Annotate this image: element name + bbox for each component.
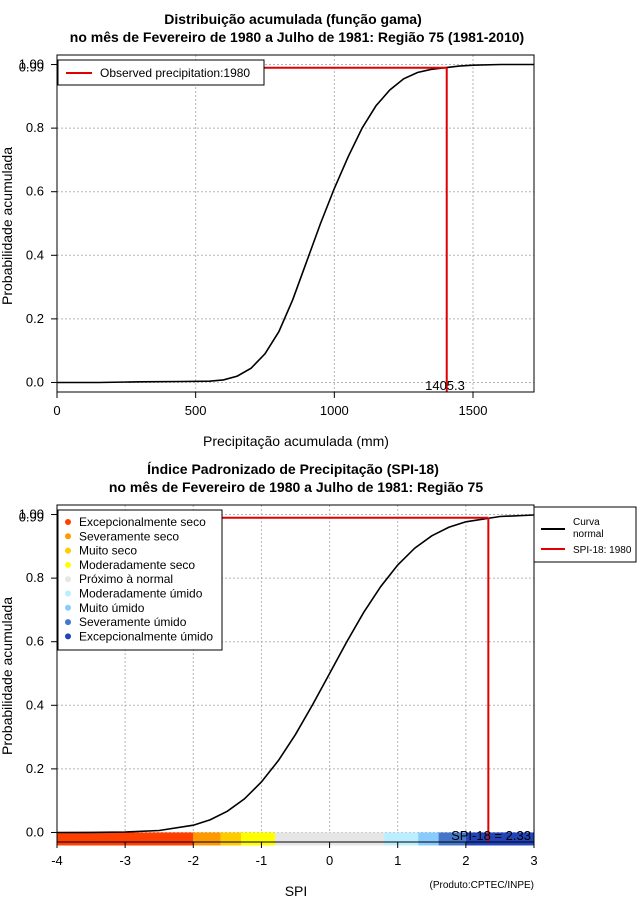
chart-2-legend-label: Excepcionalmente seco [79,515,206,529]
chart-2-legend-swatch [65,590,71,597]
chart-1-title: Distribuição acumulada (função gama) [164,11,422,27]
chart-1-frame [56,54,535,393]
chart-1-legend: Observed precipitation:1980 [57,59,265,86]
chart-1-y-tick-label: 0.4 [26,247,44,262]
chart-2-x-tick-label: -4 [51,853,63,868]
chart-1-subtitle: no mês de Fevereiro de 1980 a Julho de 1… [70,29,524,45]
chart-2: Índice Padronizado de Precipitação (SPI-… [0,461,637,899]
chart-2-legend-label: Moderadamente seco [79,558,195,572]
chart-1-y-tick-label: 0.2 [26,311,44,326]
chart-2-x-axis: -4 -3 -2 -1 0 1 2 3 [51,842,538,868]
chart-2-category-band [240,832,276,846]
chart-2-line-legend-label: Curva [573,517,600,528]
chart-2-legend-label: Severamente seco [79,529,179,543]
chart-2-legend-swatch [65,519,71,525]
chart-2-x-tick-label: 1 [394,853,401,868]
chart-2-category-band [384,832,419,846]
chart-2-y-axis: 0.0 0.2 0.4 0.6 0.8 1.000.99 [19,507,57,839]
chart-1-plot-area [57,63,534,392]
chart-2-legend-swatch [65,547,71,554]
chart-2-footnote: (Produto:CPTEC/INPE) [430,880,534,891]
chart-2-legend-swatch [65,633,71,640]
chart-2-legend-label: Excepcionalmente úmido [79,629,213,643]
chart-2-y-axis-title: Probabilidade acumulada [0,597,15,755]
chart-1-x-tick-label: 500 [185,403,207,418]
chart-2-legend-label: Muito seco [79,544,137,558]
chart-2-y-tick-label: 0.0 [26,824,44,839]
chart-1: Distribuição acumulada (função gama) no … [0,11,535,449]
chart-2-legend-label: Próximo à normal [79,572,173,586]
chart-2-x-tick-label: 0 [326,853,333,868]
chart-2-legend-swatch [65,604,71,611]
chart-2-legend-swatch [65,561,71,568]
chart-2-line-legend-box [533,506,637,563]
chart-2-legend-label: Severamente úmido [79,615,187,629]
chart-2-category-band [220,832,241,846]
chart-2-x-tick-label: 3 [530,853,537,868]
chart-2-subtitle: no mês de Fevereiro de 1980 a Julho de 1… [109,479,483,495]
chart-1-x-axis: 0 500 1000 1500 [53,392,487,418]
chart-1-y-axis-title: Probabilidade acumulada [0,147,15,305]
chart-1-y-tick-label: 0.8 [26,120,44,135]
chart-2-x-tick-label: -2 [188,853,200,868]
chart-1-x-tick-label: 1000 [320,403,349,418]
chart-1-x-tick-label: 1500 [459,403,488,418]
chart-1-y-tick-label-observed: 0.99 [19,60,44,75]
chart-1-legend-label: Observed precipitation:1980 [100,66,250,80]
chart-2-legend-swatch [65,533,71,540]
chart-2-category-legend-box [57,509,223,651]
chart-2-legend-label: Muito úmido [79,601,145,615]
chart-2-x-tick-label: -3 [119,853,131,868]
chart-2-y-tick-label: 1.00 [19,507,44,522]
chart-1-grid [56,55,534,392]
chart-2-y-tick-label: 0.2 [26,761,44,776]
chart-2-x-tick-label: -1 [256,853,268,868]
chart-2-category-band [418,832,439,846]
chart-2-y-tick-label-observed: 0.99 [19,510,44,525]
chart-1-y-tick-label: 0.0 [26,374,44,389]
chart-1-y-tick-label: 1.00 [19,57,44,72]
chart-1-x-tick-label: 0 [53,403,60,418]
chart-1-curve [57,63,534,384]
chart-2-legend-swatch [65,576,71,583]
chart-1-observed-value-label: 1405.3 [425,378,465,393]
chart-2-x-tick-label: 2 [462,853,469,868]
chart-1-legend-box [57,59,265,86]
chart-2-category-band [193,832,221,846]
chart-2-line-legend-label: SPI-18: 1980 [573,545,632,556]
chart-2-legend-label: Moderadamente úmido [79,587,203,601]
chart-2-curve [56,514,535,834]
chart-1-y-axis: 0.0 0.2 0.4 0.6 0.8 1.000.99 [19,57,57,389]
chart-2-y-tick-label: 0.4 [26,697,44,712]
chart-2-title: Índice Padronizado de Precipitação (SPI-… [147,461,439,477]
chart-2-frame [56,504,535,843]
chart-2-observed-value-label: SPI-18 = 2.33 [451,828,531,843]
chart-1-x-axis-title: Precipitação acumulada (mm) [203,433,389,449]
chart-2-legend-swatch [65,619,71,626]
chart-2-x-axis-title: SPI [285,883,308,899]
chart-2-line-legend-label: normal [573,529,604,540]
chart-1-y-tick-label: 0.6 [26,184,44,199]
chart-2-y-tick-label: 0.8 [26,570,44,585]
chart-2-y-tick-label: 0.6 [26,634,44,649]
